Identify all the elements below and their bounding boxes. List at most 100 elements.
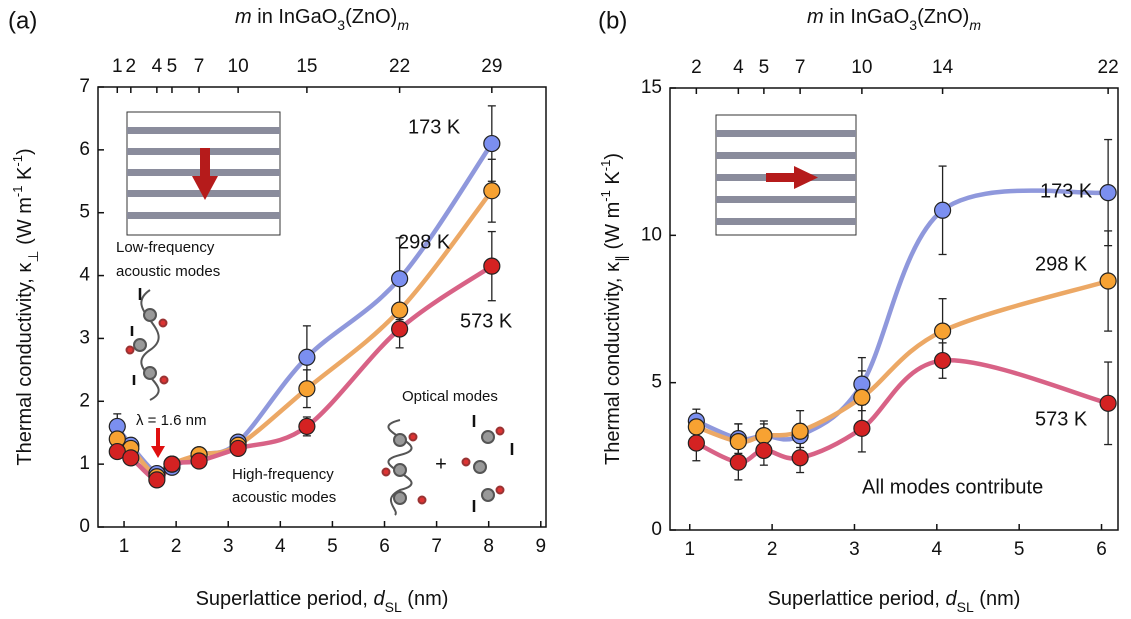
x2-axis-title: m in InGaO3(ZnO)m xyxy=(235,6,409,32)
xlabel-part: d xyxy=(945,588,957,610)
data-point xyxy=(729,453,747,471)
annotation: λ = 1.6 nm xyxy=(136,412,206,429)
ylabel-part: Thermal conductivity, κ xyxy=(14,262,36,466)
x-tick-label: 8 xyxy=(483,536,494,557)
y-tick-label: 0 xyxy=(79,516,90,537)
x2-tick-label: 2 xyxy=(691,57,702,78)
x2label-part: 3 xyxy=(909,17,917,33)
xlabel-part: (nm) xyxy=(402,588,449,610)
x2label-part: m xyxy=(235,6,252,28)
data-point xyxy=(298,348,316,366)
plot-frame xyxy=(669,87,1119,531)
mode-sketch-low xyxy=(125,288,169,401)
x2label-part: (ZnO) xyxy=(345,6,397,28)
x2-tick-label: 7 xyxy=(194,56,205,77)
x2label-part: m xyxy=(397,17,409,33)
data-point xyxy=(933,322,952,340)
data-point xyxy=(483,182,501,200)
ylabel-part: -1 xyxy=(598,160,613,172)
ylabel-part: K xyxy=(602,171,624,191)
ylabel-part: -1 xyxy=(598,190,613,202)
mode-sketch-optical xyxy=(461,415,514,512)
lambda-arrow-head xyxy=(151,446,165,458)
x2-tick-label: 5 xyxy=(167,56,178,77)
xlabel-part: SL xyxy=(957,599,974,615)
x2-axis-title: m in InGaO3(ZnO)m xyxy=(807,6,981,32)
x-tick-label: 5 xyxy=(327,536,338,557)
x-tick-label: 5 xyxy=(1014,539,1025,560)
y-tick-label: 0 xyxy=(651,519,662,540)
y-tick-label: 3 xyxy=(79,327,90,348)
data-point xyxy=(729,433,747,451)
data-point xyxy=(1099,184,1117,202)
xlabel-part: Superlattice period, xyxy=(768,588,946,610)
data-point xyxy=(687,418,705,436)
x2-tick-label: 2 xyxy=(126,56,137,77)
data-point xyxy=(791,422,809,440)
fit-curve xyxy=(115,263,495,483)
x-tick-label: 6 xyxy=(1096,539,1107,560)
data-point xyxy=(933,351,952,370)
annotation: Optical modes xyxy=(402,388,498,405)
data-point xyxy=(755,427,773,445)
panel-label: (a) xyxy=(8,7,37,34)
data-point xyxy=(148,471,166,489)
y-tick-label: 5 xyxy=(651,372,662,393)
annotation: All modes contribute xyxy=(862,476,1043,498)
x2-tick-label: 10 xyxy=(851,57,872,78)
x2label-part: m xyxy=(969,17,981,33)
data-point xyxy=(190,452,208,470)
x2label-part: (ZnO) xyxy=(917,6,969,28)
annotation: High-frequency xyxy=(232,466,334,483)
y-tick-label: 6 xyxy=(79,139,90,160)
series-label: 573 K xyxy=(460,310,513,332)
data-point xyxy=(755,441,773,460)
x-tick-label: 1 xyxy=(684,539,695,560)
x2-tick-label: 1 xyxy=(112,56,123,77)
data-point xyxy=(853,388,871,406)
inset-layers-b xyxy=(715,114,857,236)
y-tick-label: 15 xyxy=(641,77,662,98)
ylabel-part: -1 xyxy=(10,186,25,198)
data-point xyxy=(483,134,501,153)
annotation: Low-frequency xyxy=(116,239,215,256)
y-axis-title: Thermal conductivity, κ∥ (W m-1 K-1) xyxy=(598,153,629,465)
x2-tick-label: 22 xyxy=(389,56,410,77)
x-tick-label: 9 xyxy=(536,536,547,557)
data-point xyxy=(298,380,316,398)
y-tick-label: 4 xyxy=(79,265,90,286)
y-tick-label: 10 xyxy=(641,224,662,245)
series-label: 298 K xyxy=(1035,253,1088,275)
mode-sketch-high xyxy=(381,419,427,516)
inset-layers-a xyxy=(126,111,281,236)
x-tick-label: 4 xyxy=(275,536,286,557)
panel-label: (b) xyxy=(598,7,627,34)
ylabel-part: -1 xyxy=(10,155,25,167)
data-point xyxy=(933,201,952,219)
x-tick-label: 7 xyxy=(431,536,442,557)
x2-tick-label: 5 xyxy=(759,57,770,78)
ylabel-part: ∥ xyxy=(613,255,629,262)
x-tick-label: 1 xyxy=(119,536,130,557)
data-point xyxy=(122,449,140,467)
xlabel-part: d xyxy=(373,588,385,610)
x2-tick-label: 22 xyxy=(1098,57,1119,78)
data-point xyxy=(391,301,409,319)
data-point xyxy=(163,455,181,473)
data-point xyxy=(391,270,409,288)
y-tick-label: 1 xyxy=(79,453,90,474)
ylabel-part: K xyxy=(14,166,36,186)
data-point xyxy=(853,419,871,437)
x-tick-label: 3 xyxy=(223,536,234,557)
xlabel-part: Superlattice period, xyxy=(196,588,374,610)
annotation: acoustic modes xyxy=(116,263,220,280)
data-point xyxy=(483,257,501,275)
ylabel-part: (W m xyxy=(14,197,36,250)
x2label-part: 3 xyxy=(337,17,345,33)
xlabel-part: (nm) xyxy=(974,588,1021,610)
ylabel-part: ⊥ xyxy=(25,250,41,262)
annotation: acoustic modes xyxy=(232,489,336,506)
x-axis-title: Superlattice period, dSL (nm) xyxy=(196,588,449,614)
plot-frame xyxy=(97,86,547,528)
